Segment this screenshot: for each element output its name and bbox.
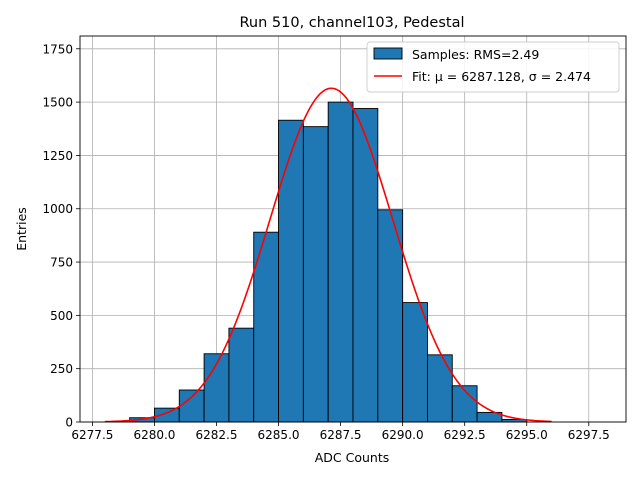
y-tick-label: 750 bbox=[50, 256, 73, 270]
histogram-bar bbox=[451, 385, 478, 423]
y-tick-label: 0 bbox=[65, 416, 73, 430]
histogram-bar bbox=[427, 354, 453, 423]
y-tick-label: 1500 bbox=[42, 96, 73, 110]
histogram-bar bbox=[278, 119, 304, 423]
histogram-bar bbox=[352, 108, 379, 423]
x-tick-label: 6287.5 bbox=[320, 428, 362, 442]
legend-samples-swatch bbox=[373, 47, 403, 60]
x-tick-label: 6297.5 bbox=[568, 428, 610, 442]
chart-title: Run 510, channel103, Pedestal bbox=[239, 15, 464, 31]
histogram-bar bbox=[253, 231, 279, 423]
x-tick-label: 6292.5 bbox=[444, 428, 486, 442]
y-tick-label: 1250 bbox=[42, 149, 73, 163]
histogram-bar bbox=[178, 389, 205, 423]
fit-curve-group bbox=[104, 87, 552, 423]
y-tick-label: 500 bbox=[50, 309, 73, 323]
y-tick-label: 1000 bbox=[42, 202, 73, 216]
histogram-bar bbox=[228, 327, 255, 423]
y-tick-label: 1750 bbox=[42, 42, 73, 56]
x-axis-ticks: 6277.5 6280.0 6282.5 6285.0 6287.5 6290.0 6292… bbox=[71, 422, 610, 442]
y-axis-label: Entries bbox=[14, 207, 29, 251]
histogram-bar bbox=[402, 302, 428, 423]
legend-box bbox=[366, 41, 620, 93]
x-tick-label: 6277.5 bbox=[71, 428, 113, 442]
x-tick-label: 6280.0 bbox=[133, 428, 175, 442]
x-axis-label: ADC Counts bbox=[315, 450, 390, 465]
plot-frame bbox=[79, 35, 627, 423]
x-tick-label: 6282.5 bbox=[196, 428, 238, 442]
legend-fit-label: Fit: μ = 6287.128, σ = 2.474 bbox=[412, 69, 591, 84]
legend-samples-label: Samples: RMS=2.49 bbox=[412, 47, 539, 62]
y-axis-ticks: 0 250 500 750 1000 1250 1500 1750 bbox=[42, 42, 80, 430]
fit-curve bbox=[104, 87, 552, 423]
legend: Samples: RMS=2.49 Fit: μ = 6287.128, σ =… bbox=[366, 41, 620, 93]
x-tick-label: 6295.0 bbox=[506, 428, 548, 442]
y-tick-label: 250 bbox=[50, 362, 73, 376]
x-tick-label: 6285.0 bbox=[258, 428, 300, 442]
histogram-bar bbox=[302, 126, 329, 423]
x-tick-label: 6290.0 bbox=[382, 428, 424, 442]
histogram-bar bbox=[327, 101, 354, 423]
